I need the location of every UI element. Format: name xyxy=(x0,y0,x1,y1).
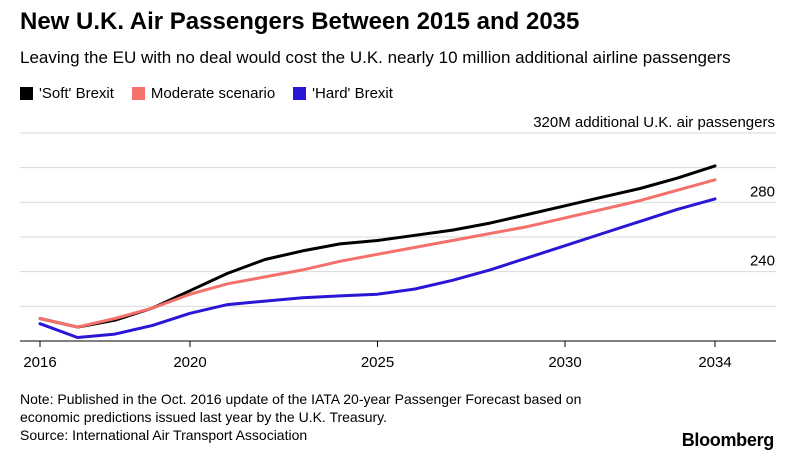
series-line-moderate-scenario xyxy=(38,178,717,329)
legend-label-hard-brexit: 'Hard' Brexit xyxy=(312,85,393,102)
chart-subtitle: Leaving the EU with no deal would cost t… xyxy=(20,48,731,67)
legend-item-soft-brexit: 'Soft' Brexit xyxy=(20,85,114,102)
legend-swatch-moderate-scenario xyxy=(131,87,145,100)
x-tick-label-2016: 2016 xyxy=(23,354,56,371)
top-gridline-annotation: 320M additional U.K. air passengers xyxy=(533,114,775,131)
footnote: Note: Published in the Oct. 2016 update … xyxy=(20,390,581,444)
x-tick-label-2030: 2030 xyxy=(548,354,581,371)
series-line-hard-brexit xyxy=(38,197,717,339)
legend-label-moderate-scenario: Moderate scenario xyxy=(150,85,276,102)
note-line-1: Note: Published in the Oct. 2016 update … xyxy=(20,391,582,407)
bloomberg-logo: Bloomberg xyxy=(681,430,775,450)
legend: 'Soft' Brexit Moderate scenario 'Hard' B… xyxy=(20,85,411,102)
x-tick-label-2034: 2034 xyxy=(698,354,731,371)
legend-item-hard-brexit: 'Hard' Brexit xyxy=(293,85,393,102)
series-line-soft-brexit xyxy=(38,164,717,329)
gridlines xyxy=(20,132,776,307)
y-axis-ticks: 240 280 xyxy=(750,183,775,269)
chart-title: New U.K. Air Passengers Between 2015 and… xyxy=(20,8,580,35)
legend-label-soft-brexit: 'Soft' Brexit xyxy=(39,85,114,102)
legend-item-moderate-scenario: Moderate scenario xyxy=(131,85,276,102)
source-line: Source: International Air Transport Asso… xyxy=(20,427,308,443)
y-tick-label-280: 280 xyxy=(750,183,775,200)
x-axis: 2016 2020 2025 2030 2034 xyxy=(20,340,776,371)
x-tick-label-2025: 2025 xyxy=(361,354,394,371)
note-line-2: economic predictions issued last year by… xyxy=(20,409,388,425)
series-lines xyxy=(38,164,717,339)
legend-swatch-soft-brexit xyxy=(20,87,33,100)
y-tick-label-240: 240 xyxy=(750,253,775,270)
legend-swatch-hard-brexit xyxy=(293,87,307,100)
x-tick-label-2020: 2020 xyxy=(173,354,206,371)
